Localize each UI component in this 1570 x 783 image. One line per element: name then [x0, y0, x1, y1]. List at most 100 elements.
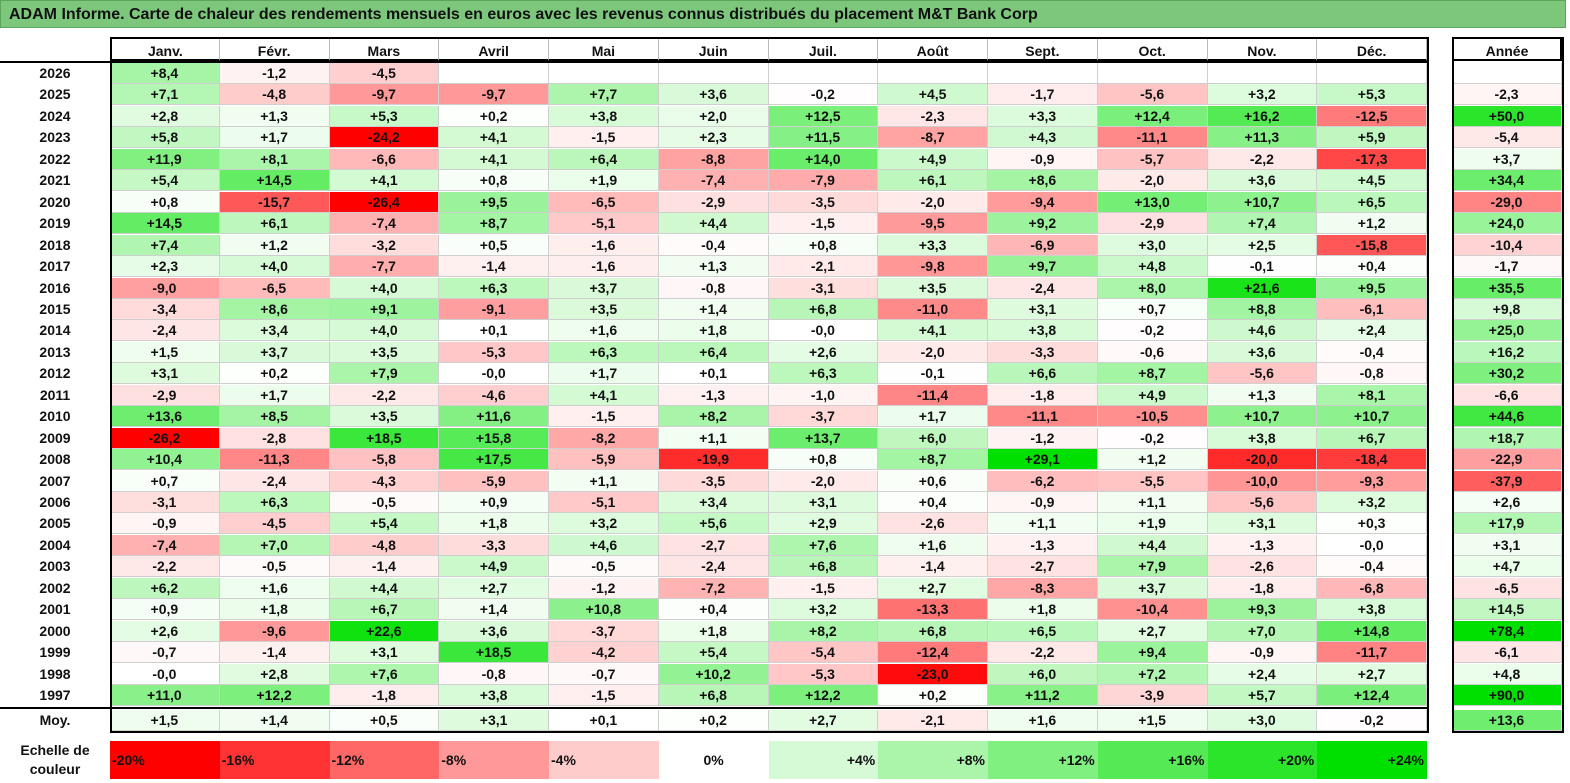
color-scale-swatch: -20%	[110, 741, 220, 779]
heatmap-cell: +3,8	[549, 105, 659, 127]
heatmap-cell: +0,8	[110, 191, 220, 213]
heatmap-cell: +3,3	[988, 105, 1098, 127]
heatmap-cell: +1,1	[988, 513, 1098, 535]
heatmap-cell: -0,1	[878, 363, 988, 385]
heatmap-cell: -0,2	[1097, 427, 1208, 449]
heatmap-cell: +5,8	[110, 127, 220, 149]
heatmap-cell: +1,8	[439, 513, 549, 535]
heatmap-cell: +3,8	[1207, 427, 1318, 449]
month-header: Mars	[329, 37, 440, 61]
heatmap-cell: -1,4	[219, 642, 330, 664]
heatmap-cell: +4,1	[329, 170, 440, 192]
heatmap-cell: -1,5	[549, 685, 659, 707]
heatmap-cell: -0,2	[1097, 320, 1208, 342]
heatmap-cell: +2,6	[110, 620, 220, 642]
heatmap-cell: -26,2	[110, 427, 220, 449]
heatmap-cell: +1,2	[1317, 213, 1427, 235]
row-year-label: 2024	[39, 107, 71, 124]
heatmap-cell: +3,1	[988, 298, 1098, 320]
heatmap-cell: +14,5	[219, 170, 330, 192]
row-year-label: 2003	[39, 558, 71, 575]
heatmap-cell: +4,8	[1097, 256, 1208, 278]
heatmap-cell: +11,0	[110, 685, 220, 707]
heatmap-cell: +8,7	[878, 449, 988, 471]
heatmap-cell: +7,4	[1207, 213, 1318, 235]
year-total-cell: -10,4	[1452, 234, 1562, 256]
row-year-label: 2022	[39, 150, 71, 167]
color-scale-label: Echelle de couleur	[20, 742, 90, 777]
heatmap-cell: -3,2	[329, 234, 440, 256]
heatmap-cell: +12,2	[219, 685, 330, 707]
heatmap-cell: -18,4	[1317, 449, 1427, 471]
month-header: Févr.	[219, 37, 330, 61]
heatmap-cell: +2,0	[658, 105, 769, 127]
heatmap-cell: +3,5	[878, 277, 988, 299]
heatmap-cell: -6,8	[1317, 577, 1427, 599]
heatmap-cell: +1,1	[1097, 492, 1208, 513]
color-scale-swatch: -4%	[549, 741, 659, 779]
heatmap-cell: -0,9	[988, 148, 1098, 170]
heatmap-cell	[658, 63, 769, 84]
heatmap-cell: +4,6	[549, 534, 659, 556]
heatmap-cell: -5,1	[549, 492, 659, 513]
heatmap-cell: -11,7	[1317, 642, 1427, 664]
row-year-label: 2008	[39, 451, 71, 468]
heatmap-cell: +3,2	[1207, 84, 1318, 106]
heatmap-cell: -3,5	[768, 191, 879, 213]
heatmap-cell: +3,5	[329, 406, 440, 428]
heatmap-cell: +2,6	[768, 341, 879, 363]
row-year-label: 2004	[39, 536, 71, 553]
heatmap-cell: +29,1	[988, 449, 1098, 471]
year-total-cell: -2,3	[1452, 84, 1562, 106]
heatmap-cell: +1,8	[658, 320, 769, 342]
header-rule	[0, 61, 1429, 63]
average-cell: +1,5	[1097, 709, 1208, 731]
heatmap-cell: +5,3	[1317, 84, 1427, 106]
year-total-cell: +35,5	[1452, 277, 1562, 299]
heatmap-cell: -2,8	[219, 427, 330, 449]
average-cell: -0,2	[1317, 709, 1427, 731]
heatmap-cell: +1,3	[658, 256, 769, 278]
heatmap-cell	[878, 63, 988, 84]
heatmap-cell: +6,6	[988, 363, 1098, 385]
year-total-cell: +4,8	[1452, 663, 1562, 685]
heatmap-cell: +0,9	[439, 492, 549, 513]
heatmap-cell: +1,7	[219, 127, 330, 149]
heatmap-cell: -7,7	[329, 256, 440, 278]
month-header: Avril	[439, 37, 549, 61]
heatmap-cell: +8,8	[1207, 298, 1318, 320]
heatmap-cell: -26,4	[329, 191, 440, 213]
heatmap-cell: +7,4	[110, 234, 220, 256]
row-year-label: 2002	[39, 579, 71, 596]
heatmap-cell: -0,8	[439, 663, 549, 685]
heatmap-cell: -4,2	[549, 642, 659, 664]
heatmap-cell: +1,9	[549, 170, 659, 192]
heatmap-cell: -2,0	[878, 191, 988, 213]
heatmap-cell: -2,6	[878, 513, 988, 535]
heatmap-cell: +0,1	[439, 320, 549, 342]
heatmap-cell: +3,8	[1317, 599, 1427, 621]
heatmap-cell: +6,8	[768, 298, 879, 320]
heatmap-cell: +1,2	[219, 234, 330, 256]
heatmap-cell: +1,6	[219, 577, 330, 599]
heatmap-cell: -1,4	[439, 256, 549, 278]
heatmap-cell: -3,3	[439, 534, 549, 556]
average-cell: +0,2	[658, 709, 769, 731]
color-scale-swatch: +24%	[1317, 741, 1427, 779]
heatmap-cell: +4,0	[219, 256, 330, 278]
heatmap-cell: -0,5	[219, 556, 330, 578]
heatmap-cell: -9,7	[329, 84, 440, 106]
heatmap-cell: +5,9	[1317, 127, 1427, 149]
heatmap-cell: +4,1	[439, 148, 549, 170]
heatmap-cell: -5,3	[768, 663, 879, 685]
heatmap-cell: +7,9	[1097, 556, 1208, 578]
heatmap-cell: +3,6	[439, 620, 549, 642]
heatmap-cell: +1,7	[219, 384, 330, 406]
heatmap-cell: +9,3	[1207, 599, 1318, 621]
heatmap-cell: +4,0	[329, 320, 440, 342]
heatmap-cell: +1,8	[658, 620, 769, 642]
heatmap-cell: -2,4	[219, 470, 330, 492]
heatmap-cell: -3,7	[549, 620, 659, 642]
heatmap-cell: -0,0	[110, 663, 220, 685]
color-scale-swatch: +12%	[988, 741, 1098, 779]
